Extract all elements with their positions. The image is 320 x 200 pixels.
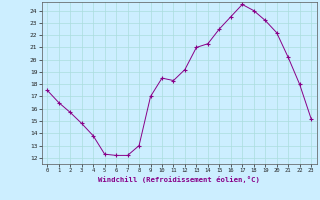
X-axis label: Windchill (Refroidissement éolien,°C): Windchill (Refroidissement éolien,°C) (98, 176, 260, 183)
